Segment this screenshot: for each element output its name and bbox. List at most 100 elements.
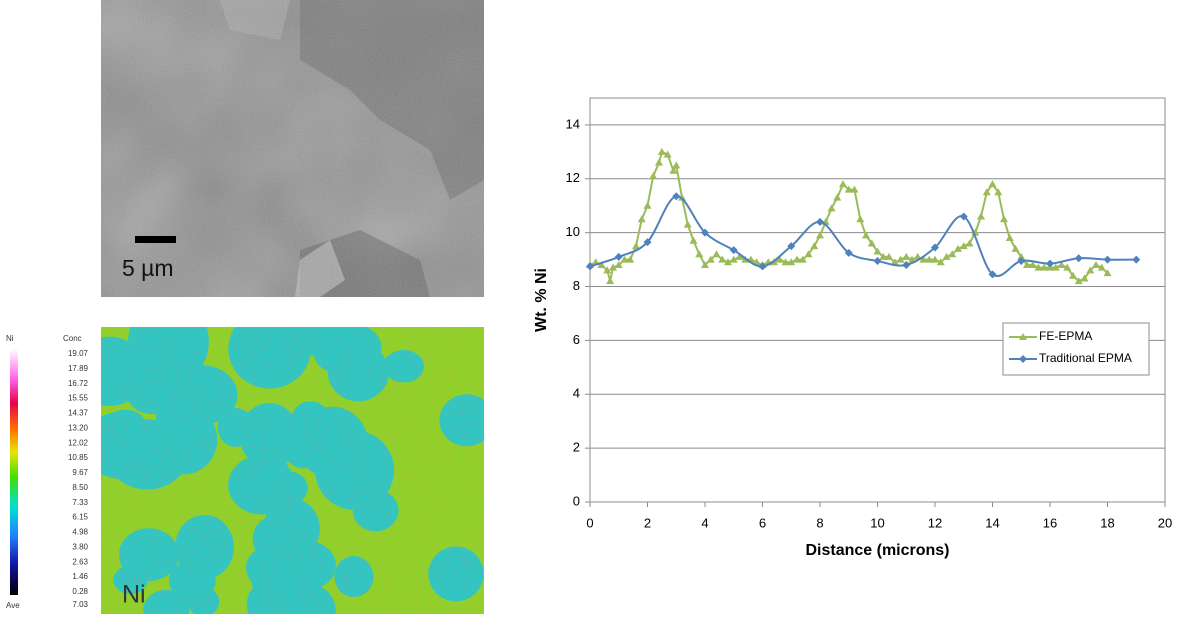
point — [804, 250, 813, 258]
x-tick-label: 6 — [759, 515, 766, 530]
line-chart: 0 2 4 6 8 10 12 14 0 2 4 6 8 10 12 14 16 18 20 Distance (mi… — [533, 97, 1172, 559]
point — [810, 242, 819, 250]
point — [793, 255, 801, 263]
colorbar-level: 8.50 — [72, 483, 88, 492]
point — [663, 150, 672, 158]
point — [879, 252, 888, 260]
point — [1040, 263, 1049, 271]
point — [885, 252, 893, 260]
legend-box — [1002, 322, 1150, 376]
ave-value: 7.03 — [72, 600, 88, 609]
point — [1092, 260, 1100, 268]
point — [908, 255, 916, 263]
point — [1097, 263, 1106, 271]
point — [816, 217, 824, 226]
point — [965, 239, 974, 247]
point — [1019, 333, 1027, 340]
point — [850, 185, 859, 193]
point — [683, 220, 692, 228]
y-axis-label: Wt. % Ni — [533, 268, 550, 332]
point — [1057, 260, 1066, 268]
series-line — [589, 195, 1137, 278]
point — [655, 158, 663, 166]
point — [1028, 260, 1037, 268]
point — [678, 193, 686, 201]
point — [925, 255, 934, 263]
point — [1051, 263, 1060, 271]
colorbar: Ni Conc 19.07 17.89 16.72 15.55 14.37 13.20 12… — [6, 334, 89, 610]
colorbar-level: 15.55 — [68, 394, 89, 403]
conc-label: Conc — [63, 334, 82, 343]
point — [948, 250, 957, 258]
point — [1074, 254, 1083, 263]
point — [856, 215, 865, 223]
point — [775, 255, 784, 263]
colorbar-level: 19.07 — [68, 349, 89, 358]
point — [896, 255, 905, 263]
legend-label: Traditional EPMA — [1039, 351, 1132, 365]
x-tick-label: 14 — [985, 515, 999, 530]
x-tick-label: 16 — [1043, 515, 1057, 530]
point — [669, 166, 678, 174]
point — [1069, 271, 1077, 279]
point — [597, 260, 606, 268]
point — [931, 255, 939, 263]
point — [816, 231, 824, 239]
point — [1080, 274, 1089, 282]
y-tick-label: 10 — [566, 224, 580, 239]
point — [1063, 263, 1072, 271]
point — [919, 255, 928, 263]
point — [657, 147, 666, 155]
y-tick-label: 6 — [573, 332, 580, 347]
point — [977, 212, 985, 220]
x-tick-label: 0 — [586, 515, 593, 530]
point — [701, 260, 709, 268]
point — [988, 180, 997, 188]
x-tick-label: 10 — [870, 515, 884, 530]
point — [689, 236, 698, 244]
point — [606, 277, 615, 285]
point — [626, 255, 635, 263]
colorbar-level: 0.28 — [72, 587, 88, 596]
point — [701, 228, 709, 237]
point — [718, 255, 727, 263]
point — [1132, 255, 1141, 264]
point — [695, 250, 704, 258]
map-label: Ni — [122, 581, 146, 609]
point — [781, 258, 790, 266]
point — [959, 242, 968, 250]
colorbar-level: 6.15 — [72, 513, 88, 522]
ave-label: Ave — [6, 601, 20, 610]
colorbar-level: 9.67 — [72, 468, 88, 477]
x-tick-label: 8 — [816, 515, 823, 530]
plot-border — [589, 97, 1166, 503]
colorbar-level: 10.85 — [68, 453, 89, 462]
colorbar-level: 14.37 — [68, 409, 89, 418]
point — [982, 188, 991, 196]
point — [833, 193, 842, 201]
point — [712, 250, 721, 258]
point — [988, 270, 997, 279]
x-tick-label: 20 — [1158, 515, 1172, 530]
point — [1000, 215, 1008, 223]
point — [839, 180, 847, 188]
point — [844, 248, 853, 257]
point — [994, 188, 1003, 196]
ni-map: Ni — [101, 327, 484, 614]
y-tick-label: 2 — [573, 440, 580, 455]
point — [936, 258, 945, 266]
point — [620, 255, 629, 263]
colorbar-level: 13.20 — [68, 423, 89, 432]
y-tick-label: 8 — [573, 278, 580, 293]
point — [729, 246, 738, 255]
point — [862, 231, 870, 239]
y-tick-label: 4 — [573, 386, 580, 401]
point — [890, 258, 899, 266]
colorbar-level: 3.80 — [72, 542, 88, 551]
point — [1046, 259, 1054, 268]
point — [1017, 256, 1026, 265]
colorbar-level: 2.63 — [72, 557, 88, 566]
x-tick-label: 4 — [701, 515, 708, 530]
x-tick-label: 18 — [1100, 515, 1114, 530]
